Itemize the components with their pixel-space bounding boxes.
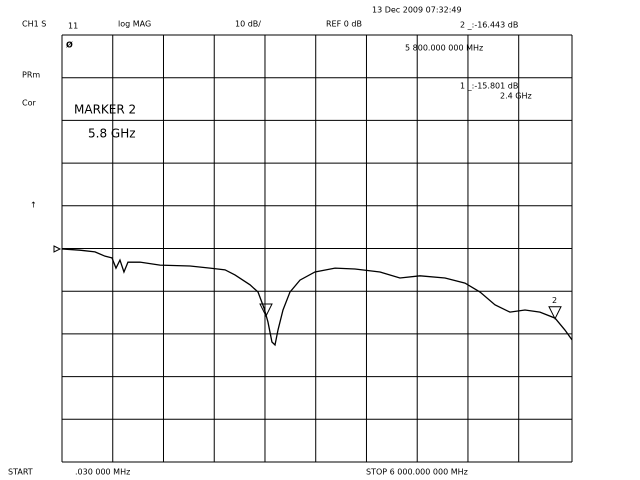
datetime: 13 Dec 2009 07:32:49 [372,6,462,15]
trace [61,248,573,347]
readout: 2 _:-16.443 dB [460,21,518,30]
stop-label: STOP 6 000.000 000 MHz [366,468,468,477]
start-label: START [8,468,33,477]
readout: 5 800.000 000 MHz [405,44,483,53]
annotation-title: MARKER 2 [74,103,136,117]
readout: 1 _:-15.801 dB [460,82,518,91]
marker [548,306,562,320]
scale: 10 dB/ [235,20,261,29]
ref-indicator [53,245,62,253]
arrow-icon: ↑ [30,201,37,210]
side-label: Cor [22,99,36,108]
ref: REF 0 dB [326,20,362,29]
start-freq: .030 000 MHz [75,468,130,477]
icon: Ø [66,40,73,50]
marker [259,303,273,318]
marker-label: 2 [552,296,557,305]
format: log MAG [118,20,151,29]
annotation-freq: 5.8 GHz [88,127,136,141]
param: 11 [68,22,78,31]
readout: 2.4 GHz [500,92,532,101]
channel: CH1 S [22,20,46,29]
side-label: PRm [22,71,40,80]
